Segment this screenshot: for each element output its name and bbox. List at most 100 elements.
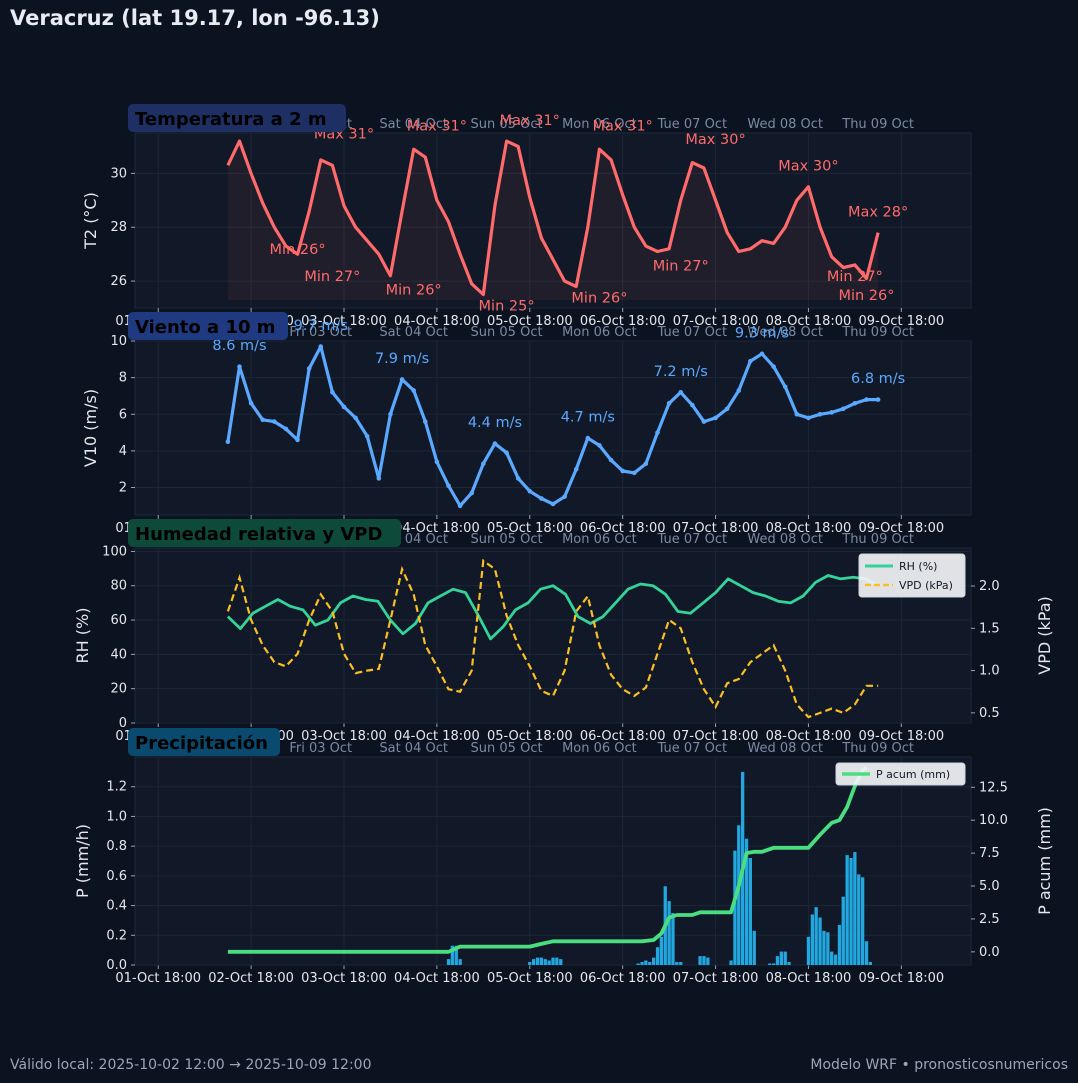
wind-point (840, 406, 846, 412)
annotation-label: Max 30° (778, 159, 838, 175)
x-tick-label: 01-Oct 18:00 (115, 971, 201, 986)
panel-title: Precipitación (135, 733, 268, 754)
annotation-label: Min 26° (270, 242, 326, 258)
y-axis-label: T2 (°C) (81, 192, 100, 250)
x-tick-label: 08-Oct 18:00 (766, 729, 852, 744)
y-right-tick-label: 12.5 (979, 780, 1008, 795)
x-tick-label: 06-Oct 18:00 (580, 314, 666, 329)
annotation-label: 7.9 m/s (375, 351, 429, 367)
y-tick-label: 80 (110, 579, 127, 594)
wind-point (806, 415, 811, 421)
wind-point (608, 457, 614, 463)
wind-point (422, 419, 428, 424)
precip-bar (551, 957, 555, 965)
legend-label-accum: P acum (mm) (876, 768, 950, 781)
x-tick-label: 04-Oct 18:00 (394, 971, 480, 986)
annotation-label: Min 26° (838, 288, 894, 304)
y-tick-label: 6 (119, 407, 127, 422)
panel-title-badge (128, 519, 401, 547)
annotation-label: Max 31° (407, 118, 467, 134)
annotation-label: Max 31° (593, 118, 653, 134)
wind-point (272, 419, 277, 424)
day-label: Wed 08 Oct (747, 325, 823, 340)
x-tick-label: 07-Oct 18:00 (673, 729, 759, 744)
wind-point (237, 364, 242, 369)
x-tick-label: 03-Oct 18:00 (301, 729, 387, 744)
legend: RH (%) VPD (kPa) (858, 553, 966, 598)
precip-bar (806, 936, 811, 965)
wind-point (748, 358, 753, 364)
annotation-label: 9.7 m/s (294, 318, 348, 334)
wind-point (248, 400, 254, 406)
day-label: Thu 09 Oct (841, 325, 914, 340)
x-tick-label: 08-Oct 18:00 (766, 971, 852, 986)
wind-point (864, 397, 869, 402)
precip-bar (752, 930, 756, 965)
day-label: Sat 04 Oct (379, 741, 448, 756)
wind-point (817, 411, 823, 417)
plot-area (134, 340, 972, 516)
x-tick-label: 09-Oct 18:00 (858, 729, 944, 744)
precip-bar (837, 924, 842, 965)
day-label: Sun 05 Oct (471, 532, 543, 547)
wind-point (713, 415, 718, 421)
precip-bar (450, 945, 454, 965)
wind-point (353, 415, 358, 421)
precip-bar (830, 951, 834, 965)
y-right-axis-label: P acum (mm) (1035, 807, 1054, 915)
wind-point (283, 426, 289, 432)
wind-point (724, 406, 730, 412)
precip-bar (659, 936, 663, 965)
precip-bar (446, 959, 451, 965)
y-tick-label: 26 (110, 274, 127, 289)
x-tick-label: 04-Oct 18:00 (394, 729, 480, 744)
precip-bar (841, 896, 845, 965)
annotation-label: Min 27° (827, 269, 883, 285)
x-tick-label: 03-Oct 18:00 (301, 314, 387, 329)
wind-point (655, 430, 660, 435)
panel-4: 01-Oct 18:00 02-Oct 18:00 03-Oct 18:00 04-O… (73, 728, 1054, 986)
day-label: Wed 08 Oct (747, 741, 823, 756)
panel-title-badge (128, 104, 346, 132)
x-tick-label: 04-Oct 18:00 (394, 521, 480, 536)
wind-point (782, 384, 788, 390)
wind-point (550, 501, 556, 507)
precip-bar (868, 962, 872, 965)
wind-point (318, 344, 324, 349)
annotation-label: Min 26° (386, 283, 442, 299)
precip-bar (667, 901, 671, 965)
x-tick-label: 05-Oct 18:00 (487, 971, 573, 986)
precip-bar (559, 959, 563, 965)
precip-bar (652, 957, 656, 965)
annotation-label: Min 26° (571, 291, 627, 307)
accumulated-precip-line (227, 765, 868, 954)
y-right-tick-label: 0.5 (979, 706, 1000, 721)
day-label: Sun 05 Oct (471, 741, 543, 756)
precip-bar (454, 945, 458, 965)
precip-bar (849, 858, 853, 965)
precip-bar (458, 959, 462, 965)
day-label: Mon 06 Oct (562, 325, 637, 340)
y-axis-label: V10 (m/s) (81, 389, 100, 467)
wind-point (643, 461, 649, 467)
day-label: Thu 09 Oct (841, 532, 914, 547)
y-tick-label: 60 (110, 613, 127, 628)
y-tick-label: 28 (110, 220, 127, 235)
x-tick-label: 08-Oct 18:00 (766, 521, 852, 536)
plot-area (134, 132, 972, 309)
wind-point (515, 476, 521, 481)
precip-bar (783, 951, 787, 965)
precip-bar (737, 825, 741, 965)
x-tick-label: 07-Oct 18:00 (673, 521, 759, 536)
annotation-label: Min 27° (653, 258, 709, 274)
wind-point (457, 503, 463, 509)
y-right-axis-label: VPD (kPa) (1035, 596, 1054, 674)
x-tick-label: 08-Oct 18:00 (766, 314, 852, 329)
precip-bar (733, 850, 737, 965)
wind-point (481, 461, 486, 467)
x-tick-label: 09-Oct 18:00 (858, 971, 944, 986)
wind-point (376, 476, 382, 481)
annotation-label: Max 31° (500, 113, 560, 129)
